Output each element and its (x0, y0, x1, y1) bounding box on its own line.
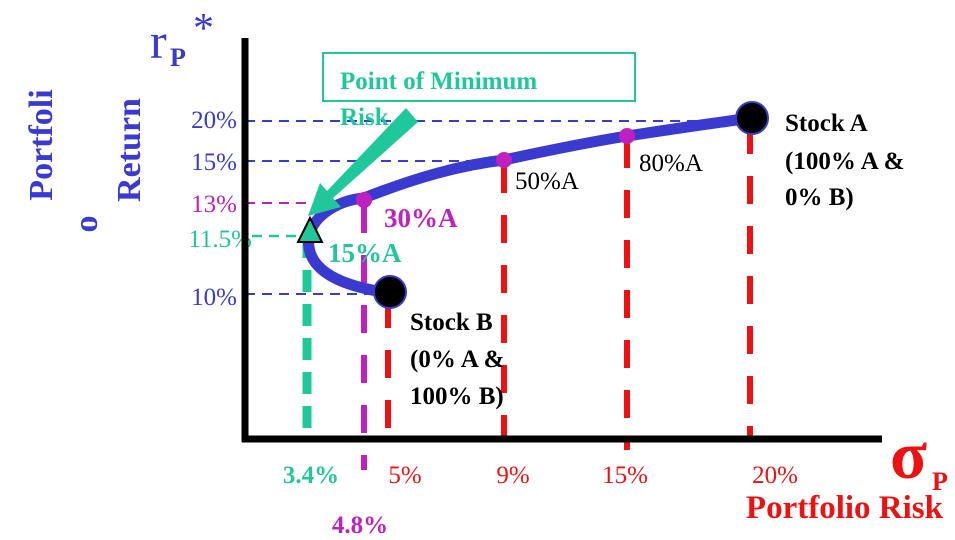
label-stock-a-line2: (100% A & (785, 148, 904, 175)
x-tick-5: 5% (388, 462, 421, 489)
x-axis-title: Portfolio Risk (746, 490, 944, 526)
p80-marker (619, 128, 635, 144)
stock-b-marker (373, 275, 407, 309)
y-axis-symbol: r (150, 13, 167, 69)
y-axis-title-line3: Return (111, 98, 148, 202)
y-tick-20: 20% (191, 107, 237, 134)
x-tick-3-4: 3.4% (283, 462, 339, 489)
callout-arrow (308, 108, 418, 216)
label-stock-a-line1: Stock A (785, 110, 868, 137)
x-tick-20: 20% (752, 462, 798, 489)
y-tick-15: 15% (191, 149, 237, 176)
label-p30: 30%A (384, 203, 458, 233)
label-p15: 15%A (328, 238, 402, 268)
label-p50: 50%A (515, 168, 579, 195)
callout-line2: Risk (340, 104, 389, 131)
x-tick-9: 9% (496, 462, 529, 489)
label-stock-b-line1: Stock B (410, 309, 493, 336)
label-p80: 80%A (639, 150, 703, 177)
stock-a-marker (735, 101, 769, 135)
label-stock-a-line3: 0% B) (785, 184, 854, 211)
x-axis-symbol-sub: P (932, 467, 948, 496)
x-tick-15: 15% (602, 462, 648, 489)
y-axis-title-line2: o (68, 216, 105, 233)
callout-box (322, 52, 636, 102)
callout-line1: Point of Minimum (340, 68, 537, 95)
label-stock-b-line3: 100% B) (410, 383, 504, 410)
efficient-frontier-curve (303, 112, 758, 299)
y-axis-title-line1: Portfoli (23, 89, 60, 200)
y-tick-11-5: 11.5% (188, 226, 252, 253)
y-axis-symbol-star: * (193, 6, 214, 52)
x-tick-4-8: 4.8% (332, 512, 388, 539)
x-axis-symbol: σ (890, 417, 927, 493)
p50-marker (496, 152, 512, 168)
label-stock-b-line2: (0% A & (410, 346, 504, 373)
min-risk-triangle (296, 215, 324, 243)
y-axis-symbol-sub: P (170, 43, 186, 72)
p30-marker (356, 192, 372, 208)
y-tick-10: 10% (191, 284, 237, 311)
y-tick-13: 13% (191, 191, 237, 218)
